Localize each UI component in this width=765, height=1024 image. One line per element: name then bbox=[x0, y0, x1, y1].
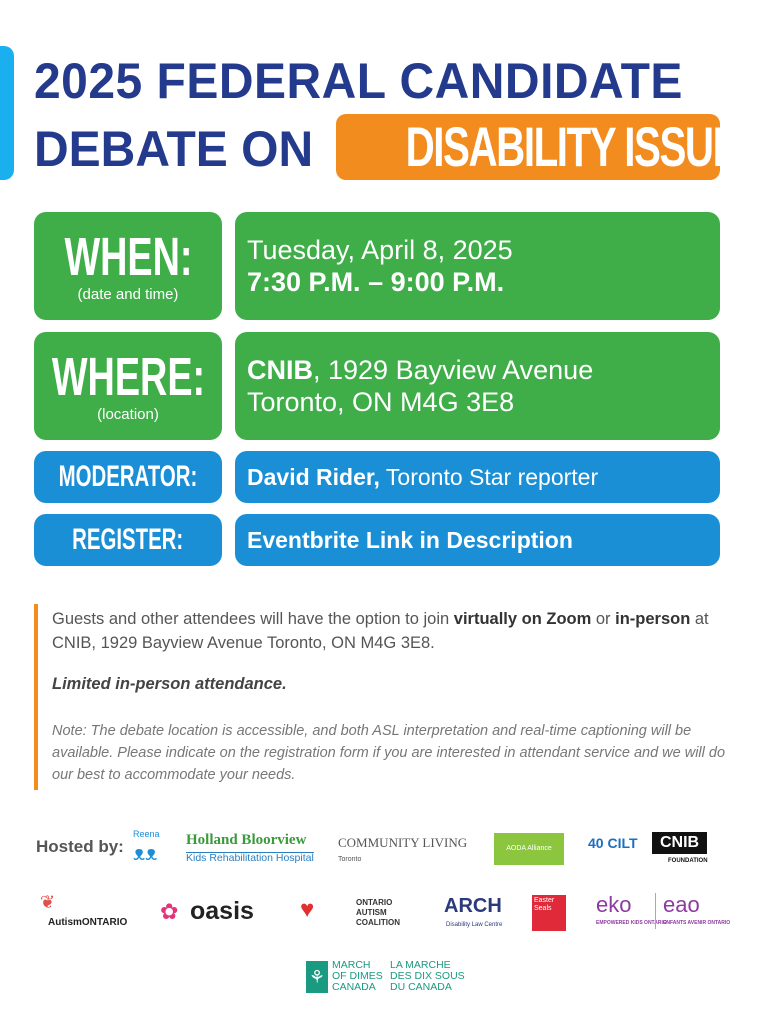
logo-cnib-foundation: FOUNDATION bbox=[668, 858, 708, 864]
logo-balloons-icon: ❦ bbox=[40, 892, 56, 912]
register-label-card: REGISTER: bbox=[34, 514, 222, 566]
title-line-1: 2025 FEDERAL CANDIDATE bbox=[34, 53, 683, 109]
when-value-card: Tuesday, April 8, 2025 7:30 P.M. – 9:00 … bbox=[235, 212, 720, 320]
hosted-by-label: Hosted by: bbox=[36, 837, 124, 856]
where-sub: (location) bbox=[97, 405, 159, 423]
logo-arch: ARCH bbox=[444, 895, 502, 917]
logo-reena: Reena bbox=[133, 829, 160, 839]
logo-reena-figures-icon: ᴥᴥ bbox=[133, 843, 158, 865]
accessibility-note: Note: The debate location is accessible,… bbox=[52, 723, 726, 783]
logo-aoda-alliance: AODA Alliance bbox=[494, 833, 564, 865]
venue-city: Toronto, ON M4G 3E8 bbox=[247, 387, 515, 417]
logo-holland-bloorview: Holland Bloorview bbox=[186, 832, 307, 848]
venue-address: , 1929 Bayview Avenue bbox=[313, 355, 594, 385]
limited-attendance: Limited in-person attendance. bbox=[52, 675, 287, 693]
title-highlight: DISABILITY ISSUES bbox=[336, 114, 765, 180]
logo-eao: eao bbox=[663, 892, 700, 917]
logo-eko: eko bbox=[596, 892, 632, 917]
logo-easter-seals: Easter Seals bbox=[532, 895, 566, 931]
logo-divider bbox=[655, 893, 656, 929]
info-accent-line bbox=[34, 604, 38, 790]
accent-bar bbox=[0, 46, 14, 180]
attendance-info: Guests and other attendees will have the… bbox=[52, 610, 709, 652]
moderator-label: MODERATOR: bbox=[58, 460, 198, 493]
logo-oasis-flower-icon: ✿ bbox=[160, 899, 179, 924]
logo-autism-ontario: AutismONTARIO bbox=[48, 917, 128, 928]
logo-eko-sub: EMPOWERED KIDS ONTARIO bbox=[596, 920, 667, 926]
logo-oasis: oasis bbox=[190, 897, 254, 925]
logo-ontario-autism-coalition: ONTARIO AUTISM COALITION bbox=[356, 898, 400, 927]
logo-holland-sub: Kids Rehabilitation Hospital bbox=[186, 852, 314, 864]
logo-cl-toronto: Toronto bbox=[338, 856, 362, 863]
when-label: WHEN: bbox=[63, 226, 193, 287]
logo-cnib: CNIB bbox=[652, 832, 708, 854]
logo-community-living: COMMUNITY LIVING bbox=[338, 835, 468, 850]
logo-arch-sub: Disability Law Centre bbox=[446, 922, 503, 928]
event-date: Tuesday, April 8, 2025 bbox=[247, 235, 513, 265]
where-label-card: WHERE: (location) bbox=[34, 332, 222, 440]
logo-march-of-dimes: MARCH OF DIMES CANADA bbox=[332, 959, 383, 993]
logo-mod-leaf-icon: ⚘ bbox=[306, 961, 328, 993]
logo-cilt: 40 CILT bbox=[588, 835, 638, 851]
logo-eao-sub: ENFANTS AVENIR ONTARIO bbox=[663, 920, 731, 926]
event-time: 7:30 P.M. – 9:00 P.M. bbox=[247, 267, 505, 297]
when-label-card: WHEN: (date and time) bbox=[34, 212, 222, 320]
venue-org: CNIB bbox=[247, 355, 313, 385]
moderator-name: David Rider, bbox=[247, 464, 380, 490]
moderator-role: Toronto Star reporter bbox=[379, 464, 599, 490]
moderator-label-card: MODERATOR: bbox=[34, 451, 222, 503]
when-sub: (date and time) bbox=[77, 285, 179, 303]
register-value-card[interactable]: Eventbrite Link in Description bbox=[235, 514, 720, 566]
logo-la-marche: LA MARCHE DES DIX SOUS DU CANADA bbox=[390, 959, 465, 993]
where-value-card: CNIB, 1929 Bayview Avenue Toronto, ON M4… bbox=[235, 332, 720, 440]
moderator-value-card: David Rider, Toronto Star reporter bbox=[235, 451, 720, 503]
logo-oac-figure-icon: ♥ bbox=[300, 896, 315, 923]
where-label: WHERE: bbox=[51, 346, 205, 407]
register-link[interactable]: Eventbrite Link in Description bbox=[247, 527, 573, 553]
title-line-2: DEBATE ON bbox=[34, 121, 314, 177]
register-label: REGISTER: bbox=[72, 523, 184, 556]
